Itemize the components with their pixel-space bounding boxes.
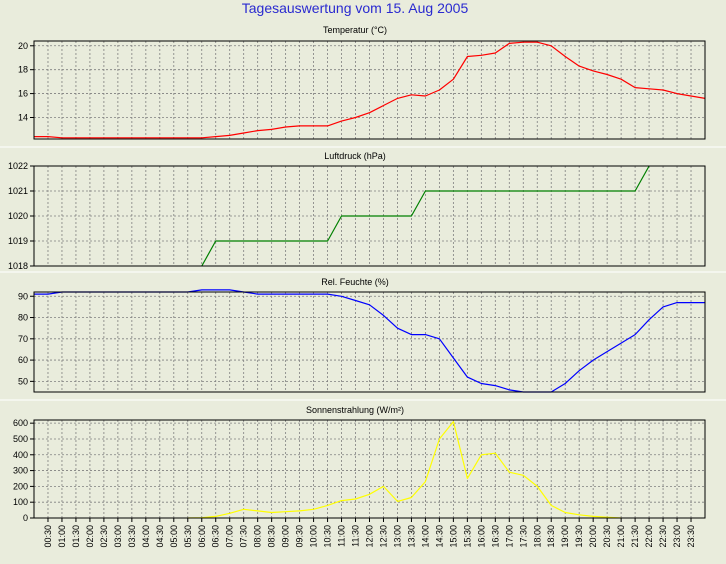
x-tick-label: 06:00	[197, 525, 207, 548]
x-tick-label: 13:00	[392, 525, 402, 548]
x-tick-label: 14:30	[434, 525, 444, 548]
x-tick-label: 00:30	[43, 525, 53, 548]
y-tick-label: 80	[18, 313, 28, 323]
x-tick-label: 08:30	[267, 525, 277, 548]
x-tick-label: 15:00	[448, 525, 458, 548]
series-line	[187, 421, 622, 519]
x-tick-label: 05:30	[183, 525, 193, 548]
x-tick-label: 09:00	[281, 525, 291, 548]
y-tick-label: 70	[18, 334, 28, 344]
x-tick-label: 09:30	[295, 525, 305, 548]
x-tick-label: 23:30	[686, 525, 696, 548]
radiation-plot: 0 100 200 300 400 500 600	[13, 418, 706, 523]
pressure-plot: 1018 1019 1020 1021 1022	[8, 161, 706, 271]
x-tick-label: 04:00	[141, 525, 151, 548]
series-line	[201, 165, 650, 267]
y-tick-label: 60	[18, 355, 28, 365]
y-tick-label: 1019	[8, 236, 28, 246]
page-title: Tagesauswertung vom 15. Aug 2005	[242, 0, 469, 16]
temperature-plot: 14 16 18 20	[18, 40, 706, 140]
x-tick-label: 03:00	[113, 525, 123, 548]
y-tick-label: 600	[13, 418, 28, 428]
series-line	[34, 41, 706, 139]
x-tick-label: 11:30	[351, 525, 361, 547]
x-tick-label: 13:30	[406, 525, 416, 548]
humidity-chart-title: Rel. Feuchte (%)	[321, 277, 389, 287]
x-tick-label: 02:00	[85, 525, 95, 548]
y-tick-label: 50	[18, 376, 28, 386]
x-tick-label: 04:30	[155, 525, 165, 548]
y-tick-label: 0	[23, 513, 28, 523]
y-tick-label: 20	[18, 41, 28, 51]
temperature-panel: Temperatur (°C) 14 16 18 20	[18, 25, 706, 140]
x-tick-label: 21:30	[630, 525, 640, 548]
x-tick-label: 17:00	[504, 525, 514, 548]
plot-frame	[33, 40, 706, 140]
x-tick-label: 23:00	[672, 525, 682, 548]
y-tick-label: 500	[13, 434, 28, 444]
y-tick-label: 90	[18, 291, 28, 301]
x-tick-label: 10:30	[323, 525, 333, 548]
humidity-panel: Rel. Feuchte (%) 50 60 70 80 90	[18, 277, 706, 393]
x-tick-label: 02:30	[99, 525, 109, 548]
humidity-plot: 50 60 70 80 90	[18, 289, 706, 393]
x-tick-label: 20:00	[588, 525, 598, 548]
x-tick-label: 16:30	[490, 525, 500, 548]
x-tick-label: 19:00	[560, 525, 570, 548]
x-tick-label: 10:00	[309, 525, 319, 548]
y-tick-label: 1022	[8, 161, 28, 171]
x-tick-label: 12:30	[378, 525, 388, 548]
x-tick-label: 03:30	[127, 525, 137, 548]
time-axis: 00:30 01:00 01:30 02:00 02:30 03:00 03:30 04:00…	[43, 518, 696, 548]
x-tick-label: 06:30	[211, 525, 221, 548]
y-tick-label: 400	[13, 450, 28, 460]
panel-separators	[0, 146, 726, 401]
pressure-panel: Luftdruck (hPa) 1018 1019 1020 1021 1022	[8, 151, 706, 271]
y-tick-label: 18	[18, 65, 28, 75]
y-tick-label: 200	[13, 481, 28, 491]
radiation-panel: Sonnenstrahlung (W/m²) 0 100 200 300 400 500 6…	[13, 405, 706, 523]
x-tick-label: 01:30	[71, 525, 81, 548]
x-tick-label: 20:30	[602, 525, 612, 548]
plot-frame	[33, 291, 706, 393]
x-tick-label: 01:00	[57, 525, 67, 548]
x-tick-label: 05:00	[169, 525, 179, 548]
x-tick-label: 12:00	[365, 525, 375, 548]
x-tick-label: 18:00	[532, 525, 542, 548]
x-tick-label: 22:30	[658, 525, 668, 548]
x-tick-label: 07:00	[225, 525, 235, 548]
y-tick-label: 14	[18, 112, 28, 122]
temperature-chart-title: Temperatur (°C)	[323, 25, 387, 35]
plot-frame	[33, 165, 706, 267]
x-tick-label: 18:30	[546, 525, 556, 548]
x-tick-label: 19:30	[574, 525, 584, 548]
pressure-chart-title: Luftdruck (hPa)	[324, 151, 386, 161]
x-tick-label: 08:00	[253, 525, 263, 548]
x-tick-label: 21:00	[616, 525, 626, 548]
x-tick-label: 11:00	[337, 525, 347, 547]
x-tick-label: 17:30	[518, 525, 528, 548]
x-tick-label: 14:00	[420, 525, 430, 548]
y-tick-label: 16	[18, 89, 28, 99]
x-tick-label: 22:00	[644, 525, 654, 548]
x-tick-label: 16:00	[476, 525, 486, 548]
y-tick-label: 1018	[8, 261, 28, 271]
radiation-chart-title: Sonnenstrahlung (W/m²)	[306, 405, 404, 415]
y-tick-label: 1021	[8, 186, 28, 196]
y-tick-label: 300	[13, 466, 28, 476]
y-tick-label: 100	[13, 497, 28, 507]
y-tick-label: 1020	[8, 211, 28, 221]
x-tick-label: 07:30	[239, 525, 249, 548]
x-tick-label: 15:30	[462, 525, 472, 548]
